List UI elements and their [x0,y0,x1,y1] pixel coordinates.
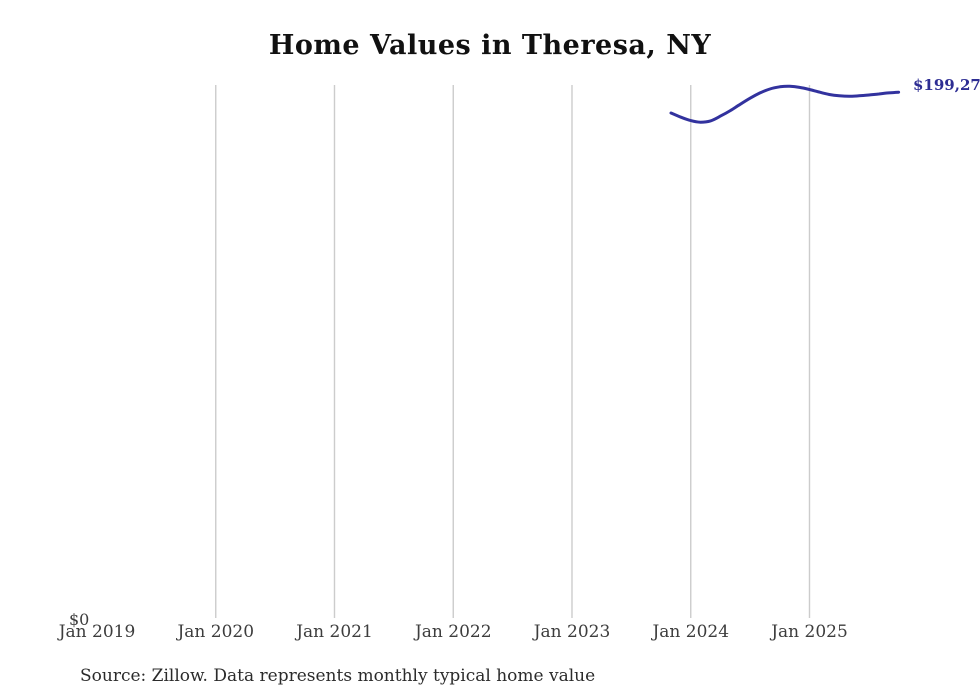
x-tick-label: Jan 2022 [414,622,492,642]
x-tick-label: Jan 2020 [177,622,255,642]
y-zero-label: $0 [69,610,90,629]
x-tick-label: Jan 2024 [652,622,730,642]
x-tick-label: Jan 2025 [771,622,848,642]
latest-value-label: $199,277 [913,76,980,94]
source-note: Source: Zillow. Data represents monthly … [80,666,596,686]
x-tick-label: Jan 2019 [58,622,136,642]
vertical-gridlines [215,85,811,618]
home-value-line-series [669,84,901,124]
x-tick-label: Jan 2021 [296,622,373,642]
x-tick-label: Jan 2023 [533,622,611,642]
chart-title: Home Values in Theresa, NY [268,30,712,61]
